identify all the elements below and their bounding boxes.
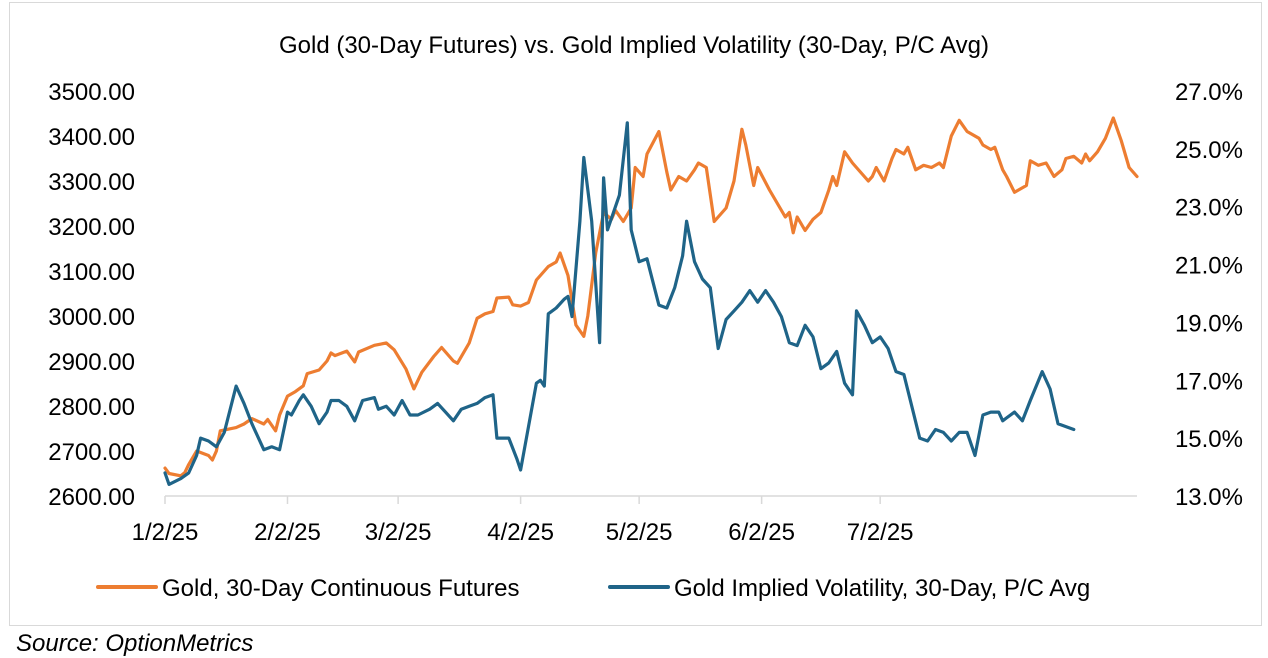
x-tick-label: 3/2/25 [365,519,432,546]
y-left-tick-label: 3300.00 [48,169,135,196]
x-tick-label: 7/2/25 [847,519,914,546]
y-right-tick-label: 23.0% [1175,195,1243,222]
y-left-tick-label: 2800.00 [48,394,135,421]
gold-iv-line [163,121,1076,486]
x-tick-label: 6/2/25 [728,519,795,546]
x-axis: 1/2/25 2/2/25 3/2/25 4/2/25 5/2/25 6/2/25 7/2/… [132,495,1137,546]
chart-title: Gold (30-Day Futures) vs. Gold Implied V… [279,32,989,59]
x-tick-label: 2/2/25 [254,519,321,546]
x-tick-label: 1/2/25 [132,519,199,546]
source-note: Source: OptionMetrics [16,630,254,657]
y-left-tick-label: 2700.00 [48,439,135,466]
y-right-tick-label: 17.0% [1175,368,1243,395]
legend-gold-iv-label: Gold Implied Volatility, 30-Day, P/C Avg [674,575,1090,602]
y-left-tick-label: 3000.00 [48,304,135,331]
y-right-tick-label: 15.0% [1175,426,1243,453]
y-right-tick-label: 21.0% [1175,253,1243,280]
x-tick-label: 4/2/25 [487,519,554,546]
y-axis-right: 13.0% 15.0% 17.0% 19.0% 21.0% 23.0% 25.0% 27.0% [1175,79,1243,511]
y-axis-left: 2600.00 2700.00 2800.00 2900.00 3000.00 3100.… [48,79,135,511]
y-left-tick-label: 2600.00 [48,484,135,511]
chart-frame: Gold (30-Day Futures) vs. Gold Implied V… [9,2,1262,626]
y-left-tick-label: 3500.00 [48,79,135,106]
y-left-tick-label: 3200.00 [48,214,135,241]
x-tick-label: 5/2/25 [606,519,673,546]
y-left-tick-label: 2900.00 [48,349,135,376]
y-right-tick-label: 19.0% [1175,310,1243,337]
y-left-tick-label: 3400.00 [48,124,135,151]
chart-canvas: Gold (30-Day Futures) vs. Gold Implied V… [48,32,1243,602]
series-layer [163,116,1139,486]
y-left-tick-label: 3100.00 [48,259,135,286]
y-right-tick-label: 13.0% [1175,484,1243,511]
y-right-tick-label: 25.0% [1175,137,1243,164]
gold-futures-line [163,116,1139,478]
legend: Gold, 30-Day Continuous Futures Gold Impl… [96,575,1090,602]
legend-gold-futures-label: Gold, 30-Day Continuous Futures [162,575,520,602]
y-right-tick-label: 27.0% [1175,79,1243,106]
